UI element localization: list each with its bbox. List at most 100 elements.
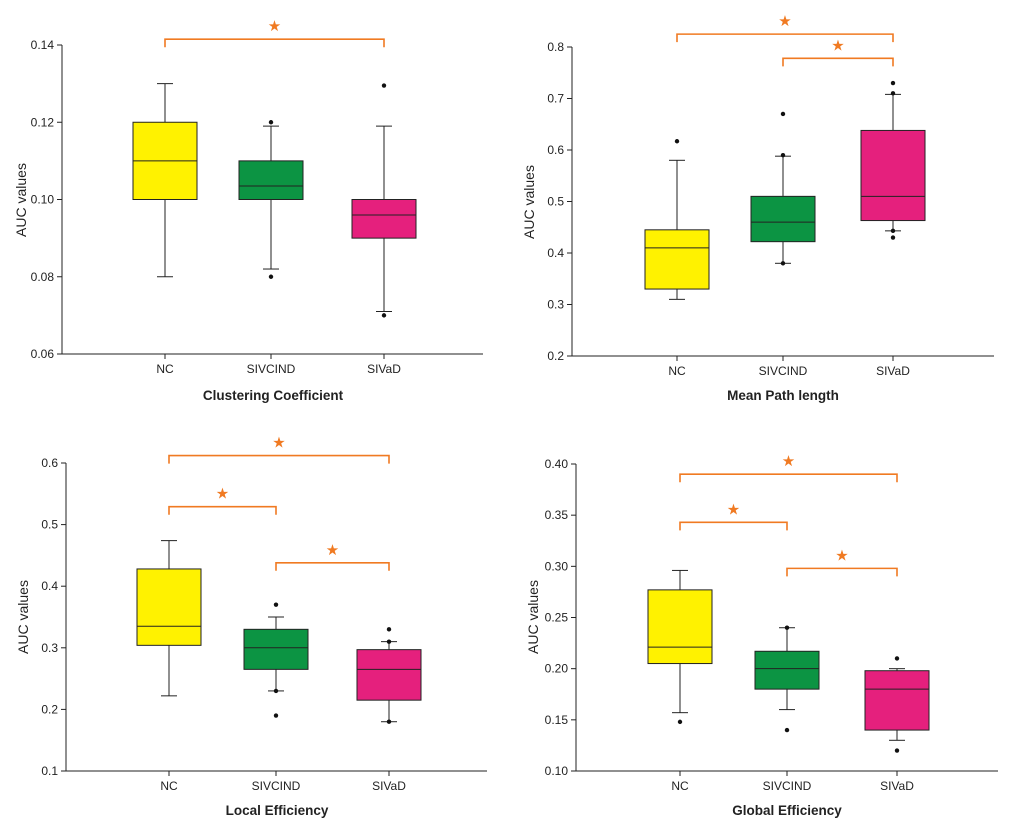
bracket-line: [275, 561, 390, 571]
bracket-line: [679, 473, 898, 483]
outlier-point: [894, 656, 900, 661]
x-category-label: SIVCIND: [247, 362, 296, 376]
outlier-point: [381, 313, 387, 318]
iqr-box: [754, 650, 820, 690]
iqr-box: [238, 160, 304, 200]
box-nc: [136, 540, 202, 697]
outlier-point: [780, 111, 786, 117]
y-tick-label: 0.35: [545, 508, 569, 522]
bracket-line: [679, 521, 788, 531]
significance-bracket: ★: [168, 435, 390, 464]
outlier-point: [386, 719, 392, 724]
significance-bracket: ★: [164, 18, 385, 48]
bracket-line: [164, 38, 385, 48]
y-tick-label: 0.5: [547, 195, 564, 209]
outlier-point: [273, 602, 279, 607]
iqr-box: [647, 589, 713, 665]
y-tick-label: 0.2: [547, 349, 564, 363]
outlier-point: [784, 727, 790, 733]
significance-star: ★: [782, 453, 795, 470]
x-category-label: SIVaD: [876, 364, 910, 378]
panel-clustering-coefficient: AUC values Clustering Coefficient 0.06 0.…: [13, 18, 483, 403]
y-tick-label: 0.3: [41, 641, 58, 655]
bracket-line: [676, 33, 894, 43]
y-tick-label: 0.4: [41, 579, 58, 593]
outlier-point: [273, 713, 279, 718]
box-sivad: [356, 627, 422, 724]
box-sivad: [860, 80, 926, 240]
y-axis-label: AUC values: [13, 163, 29, 237]
box-sivcind: [754, 625, 820, 733]
significance-star: ★: [778, 13, 791, 30]
outlier-point: [784, 625, 790, 630]
significance-star: ★: [727, 501, 740, 518]
y-tick-label: 0.7: [547, 92, 564, 106]
significance-bracket: ★: [679, 453, 898, 483]
y-tick-label: 0.14: [31, 38, 55, 52]
y-tick-label: 0.15: [545, 713, 569, 727]
box-nc: [647, 569, 713, 725]
x-axis-title: Clustering Coefficient: [203, 388, 344, 403]
significance-star: ★: [272, 435, 285, 452]
x-category-label: NC: [671, 779, 689, 793]
significance-bracket: ★: [168, 486, 277, 515]
iqr-box: [864, 670, 930, 731]
panel-global-efficiency: AUC values Global Efficiency 0.10 0.15 0.2…: [525, 453, 998, 818]
box-sivcind: [243, 602, 309, 718]
outlier-point: [890, 80, 896, 86]
bracket-line: [168, 454, 390, 464]
x-axis-title: Global Efficiency: [732, 803, 842, 818]
y-tick-label: 0.5: [41, 518, 58, 532]
bracket-line: [168, 505, 277, 515]
significance-star: ★: [831, 37, 844, 54]
outlier-point: [780, 261, 786, 266]
y-tick-label: 0.30: [545, 559, 569, 573]
x-category-label: SIVaD: [372, 779, 406, 793]
x-category-label: NC: [668, 364, 686, 378]
x-category-label: NC: [156, 362, 174, 376]
outlier-point: [677, 719, 683, 725]
box-nc: [644, 139, 710, 300]
outlier-point: [386, 639, 392, 644]
outlier-point: [268, 274, 274, 279]
y-axis-label: AUC values: [521, 165, 537, 239]
outlier-point: [894, 748, 900, 753]
x-category-label: NC: [160, 779, 178, 793]
significance-bracket: ★: [782, 37, 894, 67]
iqr-box: [860, 129, 926, 222]
y-tick-label: 0.06: [31, 347, 55, 361]
significance-bracket: ★: [679, 501, 788, 531]
significance-star: ★: [835, 547, 848, 564]
y-tick-label: 0.6: [41, 456, 58, 470]
x-category-label: SIVaD: [367, 362, 401, 376]
box-sivad: [351, 83, 417, 318]
x-category-label: SIVaD: [880, 779, 914, 793]
iqr-box: [243, 628, 309, 670]
y-tick-label: 0.3: [547, 298, 564, 312]
box-sivad: [864, 656, 930, 753]
box-nc: [132, 83, 198, 278]
x-category-label: SIVCIND: [252, 779, 301, 793]
y-tick-label: 0.12: [31, 115, 55, 129]
significance-star: ★: [216, 486, 229, 503]
y-tick-label: 0.1: [41, 764, 58, 778]
outlier-point: [273, 688, 279, 694]
y-tick-label: 0.10: [31, 193, 55, 207]
iqr-box: [136, 568, 202, 646]
significance-bracket: ★: [275, 542, 390, 571]
y-tick-label: 0.6: [547, 143, 564, 157]
y-tick-label: 0.2: [41, 702, 58, 716]
outlier-point: [674, 139, 680, 144]
panel-local-efficiency: AUC values Local Efficiency 0.1 0.2 0.3 0.4…: [15, 435, 487, 818]
y-axis-label: AUC values: [525, 580, 541, 654]
box-sivcind: [238, 120, 304, 279]
y-tick-label: 0.40: [545, 457, 569, 471]
y-tick-label: 0.10: [545, 764, 569, 778]
box-sivcind: [750, 111, 816, 266]
iqr-box: [351, 199, 417, 239]
significance-bracket: ★: [676, 13, 894, 43]
outlier-point: [386, 627, 392, 632]
outlier-point: [780, 152, 786, 158]
x-category-label: SIVCIND: [763, 779, 812, 793]
